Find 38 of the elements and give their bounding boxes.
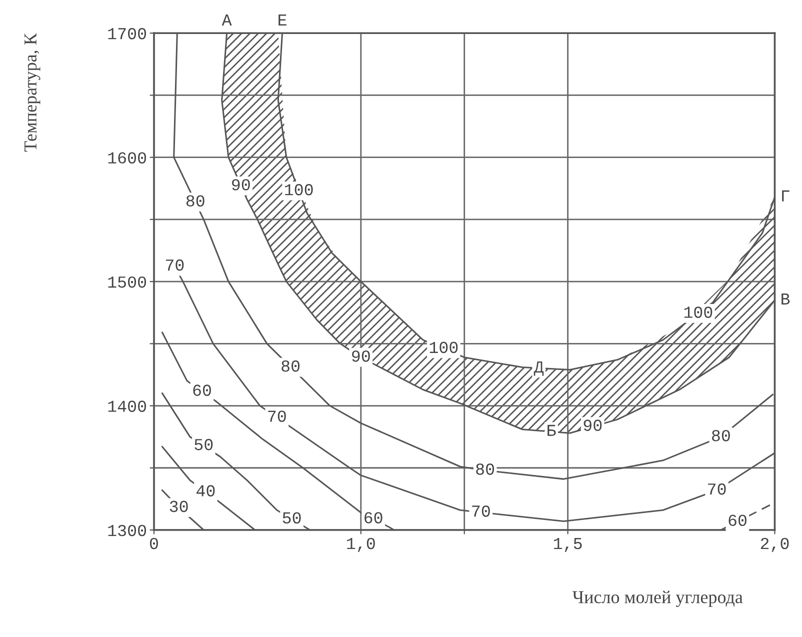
x-axis-title: Число молей углерода [572,590,743,607]
annotation: Д [534,361,544,376]
annotation: 60 [364,512,382,524]
annotation: 100 [684,306,712,318]
annotation: 90 [352,350,370,362]
annotation: 80 [712,430,730,442]
annotation: 80 [282,360,300,372]
annotation: 70 [472,506,490,517]
y-tick-label: 1600 [108,152,146,164]
annotation: 90 [584,420,602,431]
y-tick-label: 1300 [108,524,146,536]
y-tick-label: 1400 [108,400,146,412]
annotation: 90 [232,179,250,190]
x-tick-label: 1,5 [554,538,582,552]
x-tick-label: 2,0 [760,538,789,552]
annotation: 60 [193,384,211,396]
annotation: 50 [194,438,213,450]
annotation: 80 [186,195,204,207]
annotation: В [782,294,790,304]
annotation: 100 [430,342,458,354]
annotation: 30 [170,500,188,512]
x-tick-label: 1,0 [347,538,375,552]
annotation: 70 [166,259,184,271]
annotation: 50 [282,512,301,524]
annotation: Е [278,14,286,26]
y-axis-title: Температура, К [24,33,40,152]
annotation: 70 [708,483,726,495]
annotation: 60 [728,514,746,526]
annotation: А [222,14,232,26]
annotation: 70 [268,410,286,422]
y-tick-label: 1700 [108,28,146,40]
annotation: Б [548,424,556,436]
x-tick-label: 0 [150,538,158,550]
annotation: 40 [196,485,215,496]
y-tick-label: 1500 [108,276,146,288]
annotation: 100 [285,184,313,196]
annotation: 80 [476,464,494,475]
annotation: Г [782,190,790,202]
